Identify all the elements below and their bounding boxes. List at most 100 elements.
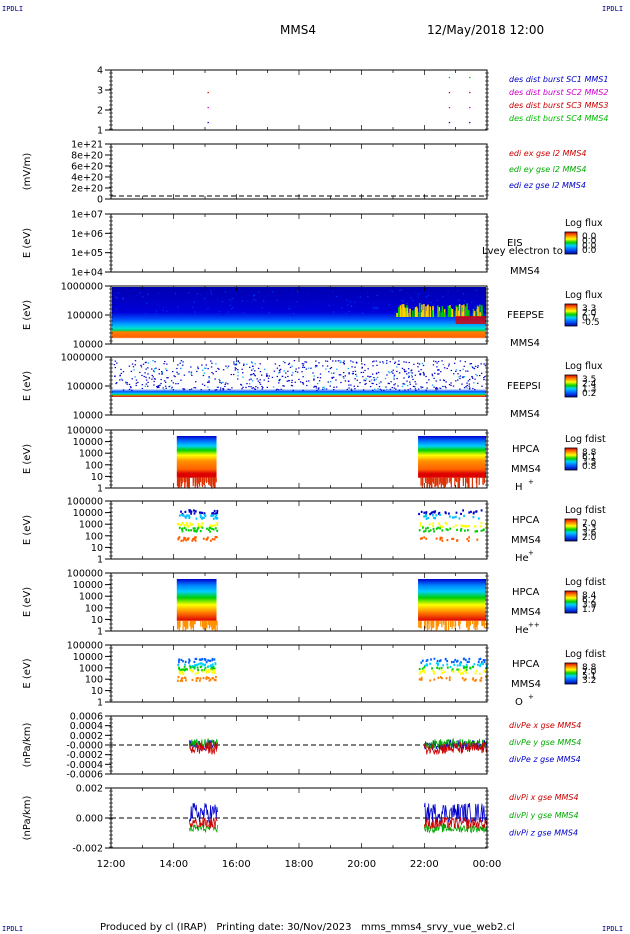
spectrogram-cell	[114, 375, 116, 377]
spectrogram-cell	[291, 292, 293, 294]
spectrogram-cell	[164, 385, 167, 387]
y-tick-label: 10000	[73, 437, 103, 448]
spectrogram-cell	[212, 528, 215, 531]
legend-entry: des dist burst SC2 MMS2	[509, 88, 608, 97]
spectrogram-cell	[454, 310, 457, 317]
time-tick-label: 22:00	[410, 859, 439, 870]
spectrogram-cell	[182, 360, 184, 363]
spectrogram-cell	[330, 366, 333, 369]
spectrogram-cell	[182, 522, 184, 525]
spectrogram-cell	[182, 539, 185, 542]
spectrogram-cell	[208, 620, 211, 629]
spectrogram-cell	[439, 525, 442, 528]
spectrogram-cell	[373, 302, 375, 304]
spectrogram-cell	[340, 361, 342, 363]
spectrogram-cell	[283, 385, 285, 387]
spectrogram-cell	[456, 528, 458, 532]
spectrogram-cell	[479, 657, 482, 660]
spectrogram-cell	[174, 293, 177, 295]
spectrogram-cell	[188, 510, 191, 513]
spectrogram-cell	[469, 667, 472, 670]
spectrogram-cell	[462, 477, 464, 483]
spectrogram-cell	[483, 363, 485, 365]
spectrogram-cell	[204, 658, 207, 662]
spectrogram-cell	[186, 668, 188, 671]
y-tick-label: 1	[97, 555, 103, 566]
spectrogram-cell	[368, 380, 371, 382]
spectrogram-cell	[199, 529, 202, 533]
spectrogram-cell	[454, 314, 456, 316]
spectrogram-cell	[362, 371, 365, 373]
spectrogram-cell	[462, 665, 465, 668]
spectrogram-cell	[348, 387, 350, 389]
time-tick-label: 12:00	[97, 859, 126, 870]
spectrogram-cell	[396, 377, 398, 380]
y-tick-label: 10000	[73, 652, 103, 663]
panel-divpe: 0.00060.00040.0002-0.0000-0.0002-0.0004-…	[22, 712, 581, 781]
spectrogram-cell	[421, 537, 423, 540]
spectrogram-cell	[440, 666, 443, 669]
spectrogram-cell	[183, 388, 186, 390]
spectrogram-cell	[196, 300, 199, 302]
spectrogram-cell	[291, 385, 294, 387]
spectrogram-cell	[162, 387, 164, 389]
spectrogram-cell	[372, 310, 374, 312]
spectrogram-cell	[214, 662, 217, 665]
spectrogram-cell	[153, 380, 155, 383]
spectrogram-cell	[141, 384, 144, 386]
spectrogram-cell	[253, 299, 255, 301]
spectrogram-cell	[431, 375, 434, 377]
spectrogram-cell	[292, 389, 294, 392]
spectrogram-cell	[373, 377, 375, 379]
spectrogram-cell	[447, 291, 449, 293]
spectrogram-cell	[197, 526, 200, 529]
spectrogram-cell	[278, 365, 281, 367]
spectrogram-cell	[222, 369, 225, 371]
burst-point	[448, 121, 451, 124]
spectrogram-cell	[284, 376, 287, 378]
spectrogram-cell	[457, 373, 459, 375]
spectrogram-cell	[420, 620, 422, 629]
spectrogram-cell	[437, 526, 439, 529]
spectrogram-cell	[461, 383, 463, 385]
spectrogram-cell	[355, 373, 357, 376]
spectrogram-cell	[458, 477, 460, 488]
spectrogram-cell	[389, 361, 391, 363]
spectrogram-cell	[173, 375, 175, 377]
spectrogram-cell	[151, 374, 153, 376]
spectrogram-cell	[457, 379, 459, 381]
spectrogram-cell	[202, 676, 205, 680]
spectrogram-cell	[393, 378, 395, 380]
spectrogram-cell	[289, 305, 291, 308]
spectrogram-cell	[473, 367, 475, 369]
spectrogram-cell	[157, 303, 159, 305]
spectrogram-cell	[339, 360, 341, 362]
spectrogram-cell	[477, 382, 479, 384]
spectrogram-cell	[431, 514, 434, 517]
spectrogram-cell	[420, 368, 422, 371]
spectrogram-cell	[276, 388, 278, 390]
spectrogram-cell	[319, 300, 321, 302]
spectrogram-cell	[405, 370, 407, 372]
spectrogram-cell	[440, 477, 442, 488]
spectrogram-cell	[159, 384, 161, 386]
series-line	[189, 741, 218, 755]
spectrogram-cell	[177, 538, 180, 541]
spectrogram-cell	[448, 515, 451, 518]
spectrogram-cell	[438, 522, 441, 525]
spectrogram-cell	[462, 672, 464, 675]
spectrogram-cell	[433, 377, 435, 379]
colorbar-tick-label: 0.8	[582, 462, 597, 472]
spectrogram-cell	[216, 298, 219, 300]
spectrogram-cell	[141, 387, 144, 390]
spectrogram-cell	[361, 366, 363, 368]
spectrogram-cell	[438, 387, 441, 389]
spectrogram-cell	[266, 375, 268, 378]
spectrogram-cell	[301, 381, 304, 384]
spectrogram-cell	[291, 303, 293, 305]
spectrogram-cell	[155, 310, 158, 312]
spectrogram-cell	[378, 382, 381, 384]
spectrogram-cell	[184, 663, 186, 666]
spectrogram-cell	[403, 307, 406, 317]
spectrogram-cell	[279, 371, 281, 373]
